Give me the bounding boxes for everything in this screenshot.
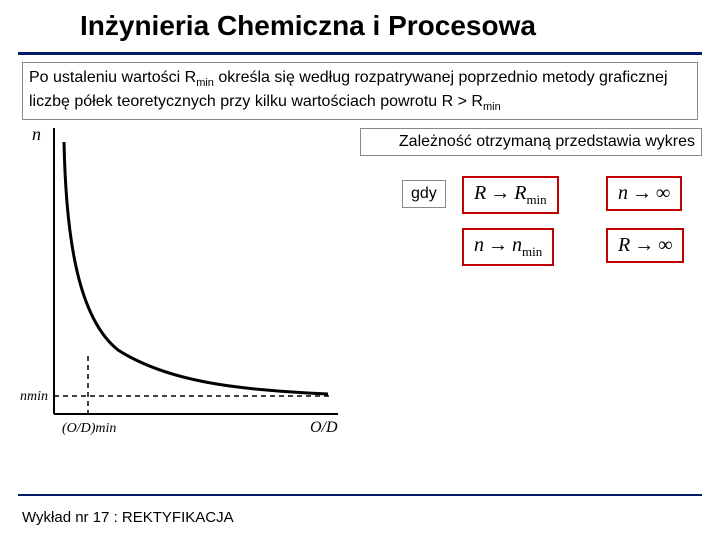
f1-rhs-sub: min [526, 192, 546, 207]
n-vs-od-chart: n nmin (O/D)min O/D [18, 118, 353, 448]
para-sub1: min [196, 77, 214, 89]
arrow-icon: → [486, 182, 514, 204]
f3-lhs: n [474, 234, 484, 256]
f1-rhs: R [514, 182, 526, 204]
gdy-label: gdy [402, 180, 446, 208]
x-axis-label: O/D [310, 419, 338, 436]
arrow-icon: → [630, 234, 658, 256]
f4-rhs: ∞ [658, 234, 672, 256]
para-sub2: min [483, 101, 501, 113]
chart-caption: Zależność otrzymaną przedstawia wykres [360, 128, 702, 156]
footer-text: Wykład nr 17 : REKTYFIKACJA [22, 509, 234, 526]
x-tick-odmin: (O/D)min [62, 421, 116, 436]
page-title: Inżynieria Chemiczna i Procesowa [80, 10, 700, 42]
formula-n-to-inf: n→∞ [606, 176, 682, 211]
arrow-icon: → [484, 234, 512, 256]
f3-rhs-sub: min [522, 244, 542, 259]
f1-lhs: R [474, 182, 486, 204]
curve [64, 142, 328, 394]
arrow-icon: → [628, 182, 656, 204]
intro-paragraph: Po ustaleniu wartości Rmin określa się w… [22, 62, 698, 120]
f4-lhs: R [618, 234, 630, 256]
formula-r-to-inf: R→∞ [606, 228, 684, 263]
f2-rhs: ∞ [656, 182, 670, 204]
f3-rhs: n [512, 234, 522, 256]
formula-r-to-rmin: R→Rmin [462, 176, 559, 214]
y-tick-nmin: nmin [20, 389, 48, 404]
para-pre: Po ustaleniu wartości R [29, 69, 196, 86]
f2-lhs: n [618, 182, 628, 204]
title-rule [18, 52, 702, 55]
footer-rule [18, 494, 702, 496]
formula-n-to-nmin: n→nmin [462, 228, 554, 266]
y-axis-label: n [32, 124, 41, 144]
